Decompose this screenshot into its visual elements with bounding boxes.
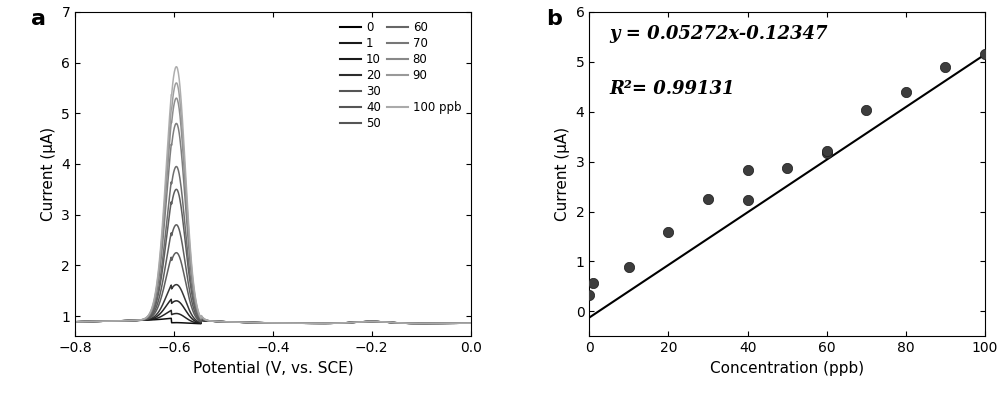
Point — [621, 264, 637, 271]
Point — [819, 148, 835, 154]
Point — [660, 228, 676, 235]
Legend: 0, 1, 10, 20, 30, 40, 50, 60, 70, 80, 90, , 100 ppb: 0, 1, 10, 20, 30, 40, 50, 60, 70, 80, 90… — [336, 18, 465, 134]
Point — [898, 89, 914, 95]
Y-axis label: Current (μA): Current (μA) — [41, 127, 56, 221]
Point — [937, 64, 953, 70]
Text: y = 0.05272x-0.12347: y = 0.05272x-0.12347 — [609, 25, 828, 43]
Point — [740, 167, 756, 173]
Point — [585, 280, 601, 286]
Point — [819, 150, 835, 156]
Point — [700, 196, 716, 202]
Text: R²= 0.99131: R²= 0.99131 — [609, 80, 735, 98]
Point — [977, 51, 993, 58]
Text: b: b — [546, 9, 562, 29]
Point — [779, 165, 795, 171]
X-axis label: Concentration (ppb): Concentration (ppb) — [710, 361, 864, 376]
Y-axis label: Current (μA): Current (μA) — [555, 127, 570, 221]
Text: a: a — [31, 9, 46, 29]
Point — [740, 197, 756, 203]
Point — [858, 107, 874, 113]
Point — [581, 292, 597, 298]
X-axis label: Potential (V, vs. SCE): Potential (V, vs. SCE) — [193, 361, 353, 376]
